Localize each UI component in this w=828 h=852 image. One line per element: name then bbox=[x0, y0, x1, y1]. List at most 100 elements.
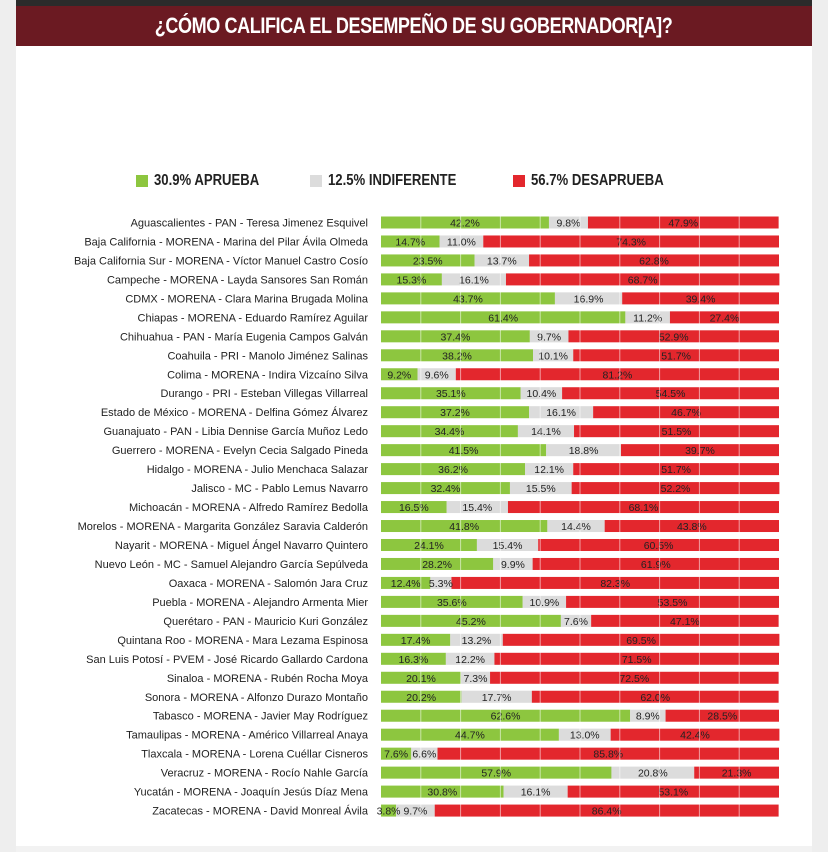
category-label: Tamaulipas - MORENA - Américo Villarreal… bbox=[126, 730, 369, 742]
data-label-aprueba: 12.4% bbox=[391, 578, 421, 590]
category-label: Puebla - MORENA - Alejandro Armenta Mier bbox=[152, 597, 368, 609]
data-label-indiferente: 17.7% bbox=[482, 692, 512, 704]
bar-segment-desaprueba bbox=[507, 501, 779, 514]
data-label-aprueba: 42.2% bbox=[450, 218, 480, 230]
bar-segment-aprueba bbox=[381, 520, 548, 533]
bar-segment-aprueba bbox=[381, 804, 397, 817]
bar-segment-aprueba bbox=[381, 538, 477, 551]
bar-segment-desaprueba bbox=[562, 387, 779, 400]
data-label-desaprueba: 42.4% bbox=[680, 730, 710, 742]
data-label-indiferente: 10.1% bbox=[538, 350, 568, 362]
bar-segment-aprueba bbox=[381, 709, 631, 722]
data-label-indiferente: 11.0% bbox=[447, 236, 476, 248]
data-label-aprueba: 32.4% bbox=[431, 483, 461, 495]
bar-segment-indiferente bbox=[554, 292, 623, 305]
data-label-desaprueba: 69.5% bbox=[626, 635, 656, 647]
bottom-edge bbox=[16, 846, 812, 852]
bar-segment-desaprueba bbox=[568, 330, 779, 343]
bar-segment-desaprueba bbox=[622, 292, 779, 305]
legend-swatch-aprueba bbox=[135, 175, 148, 187]
bar-segment-desaprueba bbox=[531, 690, 779, 703]
category-label: Sonora - MORENA - Alfonzo Durazo Montaño bbox=[145, 692, 368, 704]
data-label-indiferente: 7.6% bbox=[564, 616, 588, 628]
data-label-desaprueba: 53.1% bbox=[658, 787, 688, 799]
bar-segment-aprueba bbox=[381, 235, 440, 248]
data-label-indiferente: 13.0% bbox=[570, 730, 600, 742]
data-label-indiferente: 13.7% bbox=[487, 255, 517, 267]
bar-segment-desaprueba bbox=[587, 216, 779, 229]
bar-segment-aprueba bbox=[381, 330, 530, 343]
data-label-indiferente: 14.4% bbox=[561, 521, 591, 533]
bar-segment-desaprueba bbox=[502, 633, 780, 646]
data-label-aprueba: 41.5% bbox=[449, 445, 479, 457]
bar-segment-desaprueba bbox=[529, 254, 779, 267]
bar-segment-indiferente bbox=[439, 235, 484, 248]
category-label: Michoacán - MORENA - Alfredo Ramírez Bed… bbox=[129, 502, 369, 514]
data-label-desaprueba: 72.5% bbox=[619, 673, 649, 685]
data-label-indiferente: 12.1% bbox=[534, 464, 564, 476]
category-label: Tlaxcala - MORENA - Lorena Cuéllar Cisne… bbox=[141, 749, 368, 761]
bar-segment-aprueba bbox=[381, 387, 521, 400]
bar-segment-indiferente bbox=[450, 633, 503, 646]
bar-segment-aprueba bbox=[381, 292, 555, 305]
bar-segment-indiferente bbox=[625, 311, 670, 324]
bar-segment-indiferente bbox=[493, 557, 533, 570]
data-label-aprueba: 34.4% bbox=[435, 426, 465, 438]
data-label-indiferente: 14.1% bbox=[531, 426, 561, 438]
data-label-indiferente: 12.2% bbox=[455, 654, 485, 666]
data-label-aprueba: 14.7% bbox=[395, 236, 425, 248]
category-label: Guanajuato - PAN - Libia Dennise García … bbox=[103, 426, 368, 438]
category-label: Chiapas - MORENA - Eduardo Ramírez Aguil… bbox=[138, 312, 369, 324]
bar-segment-indiferente bbox=[460, 671, 491, 684]
data-label-indiferente: 13.2% bbox=[462, 635, 492, 647]
category-label: Querétaro - PAN - Mauricio Kuri González bbox=[163, 616, 368, 628]
legend: 30.9% APRUEBA 12.5% INDIFERENTE 56.7% DE… bbox=[16, 170, 812, 192]
bar-segment-aprueba bbox=[381, 349, 534, 362]
bar-segment-indiferente bbox=[417, 368, 456, 381]
bar-segment-desaprueba bbox=[437, 747, 779, 760]
data-label-desaprueba: 52.2% bbox=[661, 483, 691, 495]
bar-segment-indiferente bbox=[396, 804, 435, 817]
category-label: Baja California - MORENA - Marina del Pi… bbox=[84, 235, 369, 248]
bar-segment-aprueba bbox=[381, 747, 412, 760]
data-label-indiferente: 6.6% bbox=[412, 749, 436, 761]
category-label: Zacatecas - MORENA - David Monreal Ávila bbox=[152, 805, 369, 818]
data-label-aprueba: 35.6% bbox=[437, 597, 467, 609]
bar-segment-desaprueba bbox=[604, 520, 779, 533]
data-label-indiferente: 16.1% bbox=[521, 787, 551, 799]
bar-segment-aprueba bbox=[381, 785, 504, 798]
category-label: Jalisco - MC - Pablo Lemus Navarro bbox=[191, 483, 368, 495]
legend-item-aprueba: 30.9% APRUEBA bbox=[135, 172, 282, 190]
bar-segment-aprueba bbox=[381, 595, 523, 608]
data-label-desaprueba: 54.5% bbox=[656, 388, 686, 400]
data-label-indiferente: 16.1% bbox=[546, 407, 576, 419]
category-label: Guerrero - MORENA - Evelyn Cecia Salgado… bbox=[112, 445, 369, 457]
data-label-indiferente: 10.4% bbox=[527, 388, 557, 400]
right-frame bbox=[812, 0, 828, 852]
data-label-indiferente: 11.2% bbox=[633, 312, 662, 324]
data-label-aprueba: 7.6% bbox=[384, 749, 408, 761]
data-label-aprueba: 16.3% bbox=[399, 654, 429, 666]
data-label-indiferente: 5.3% bbox=[429, 578, 453, 590]
category-label: Sinaloa - MORENA - Rubén Rocha Moya bbox=[167, 673, 369, 685]
category-label: Morelos - MORENA - Margarita González Sa… bbox=[78, 521, 368, 533]
category-label: Quintana Roo - MORENA - Mara Lezama Espi… bbox=[117, 635, 369, 647]
data-label-aprueba: 3.8% bbox=[377, 806, 401, 818]
bar-segment-desaprueba bbox=[505, 273, 780, 286]
bar-segment-indiferente bbox=[445, 652, 495, 665]
bar-segment-indiferente bbox=[529, 330, 569, 343]
bar-segment-indiferente bbox=[430, 576, 452, 589]
data-label-desaprueba: 51.7% bbox=[661, 464, 691, 476]
category-label: Hidalgo - MORENA - Julio Menchaca Salaza… bbox=[147, 464, 369, 476]
data-label-desaprueba: 60.5% bbox=[644, 540, 674, 552]
data-label-indiferente: 16.1% bbox=[459, 274, 489, 286]
bar-segment-aprueba bbox=[381, 652, 446, 665]
legend-item-indiferente: 12.5% INDIFERENTE bbox=[310, 172, 484, 190]
left-frame bbox=[0, 0, 16, 852]
bar-segment-aprueba bbox=[381, 576, 431, 589]
bar-segment-indiferente bbox=[525, 463, 574, 476]
bar-segment-indiferente bbox=[411, 747, 438, 760]
category-label: Veracruz - MORENA - Rocío Nahle García bbox=[161, 768, 369, 780]
data-label-indiferente: 15.4% bbox=[462, 502, 492, 514]
data-label-indiferente: 20.8% bbox=[638, 768, 668, 780]
